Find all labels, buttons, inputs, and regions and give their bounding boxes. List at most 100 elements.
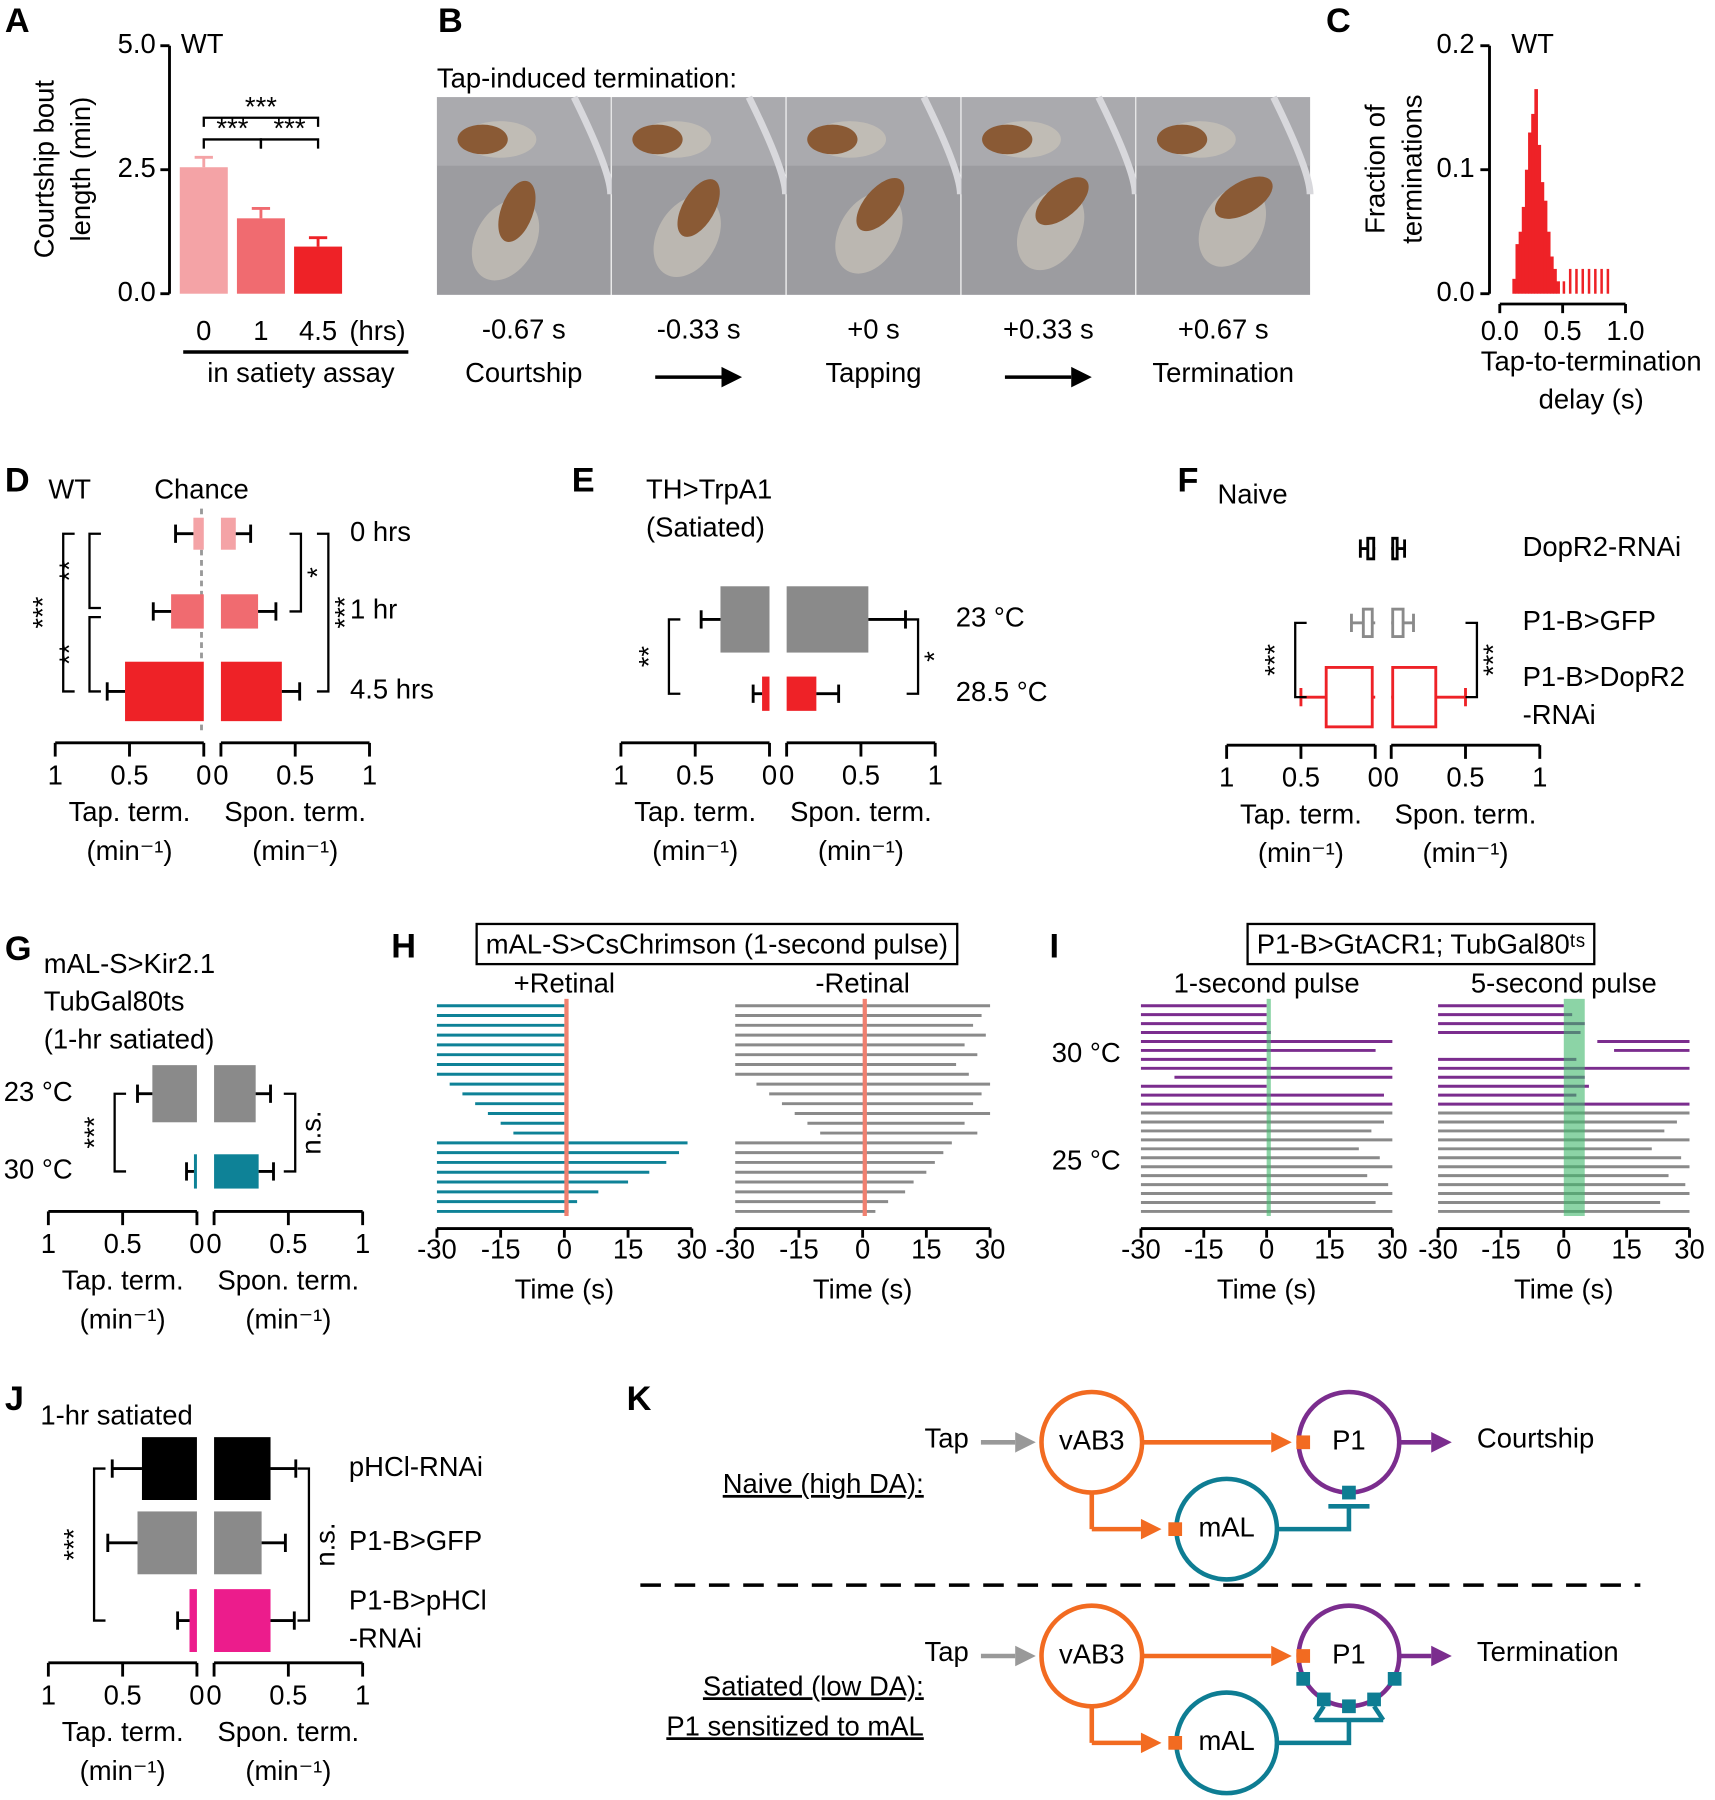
x-axis-label: Tap. term. — [62, 1716, 184, 1747]
category-label: 23 °C — [956, 602, 1025, 633]
arrow-head — [1015, 1432, 1036, 1453]
x-tick-label: -15 — [481, 1234, 521, 1265]
x-axis-label: Spon. term. — [218, 1265, 360, 1296]
x-tick-label: 15 — [1611, 1234, 1641, 1265]
chart-title: Naive — [1218, 478, 1288, 509]
x-axis-label: Tap. term. — [634, 796, 756, 827]
x-tick-label: 1 — [613, 759, 628, 790]
arrow-head — [1431, 1645, 1452, 1667]
x-tick-label: 0.5 — [104, 1679, 142, 1710]
x-tick-label: 1 — [928, 759, 943, 790]
category-label: P1-B>pHCl — [349, 1585, 487, 1616]
histogram-bar — [1524, 169, 1529, 294]
panel-letter: J — [5, 1380, 24, 1418]
neuron-label: mAL — [1198, 1511, 1254, 1542]
x-tick-label: 0.5 — [1544, 315, 1582, 346]
plot-label: 1-second pulse — [1174, 967, 1360, 998]
category-label: P1-B>GFP — [1523, 605, 1656, 636]
x-tick-label: 0 — [189, 1679, 204, 1710]
fly — [807, 124, 858, 155]
fly — [498, 180, 536, 242]
fly — [1214, 176, 1273, 219]
box — [1361, 607, 1374, 638]
y-axis-label: terminations — [1396, 95, 1427, 244]
frame-time: +0.33 s — [1003, 314, 1094, 345]
x-tick-label: 4.5 — [299, 315, 337, 346]
frame-time: -0.33 s — [657, 314, 741, 345]
histogram-bar — [1556, 281, 1560, 294]
x-axis-unit: (min⁻¹) — [245, 1755, 331, 1786]
synapse — [1316, 1692, 1331, 1707]
category-label: 23 °C — [4, 1076, 73, 1107]
arena-edge — [1095, 95, 1139, 195]
significance-label: *** — [27, 596, 58, 628]
box — [1366, 536, 1376, 561]
significance-bracket — [1294, 621, 1307, 699]
category-label: 28.5 °C — [956, 676, 1048, 707]
y-axis-label: Courtship bout — [28, 80, 59, 259]
panel-letter: K — [627, 1380, 652, 1418]
frame-label: Tapping — [825, 357, 921, 388]
x-axis-label: delay (s) — [1539, 383, 1644, 414]
histogram-bar — [1550, 256, 1554, 294]
bar — [220, 517, 236, 550]
panel-letter: D — [5, 461, 30, 499]
significance-label: * — [919, 651, 950, 662]
x-axis-unit: (min⁻¹) — [245, 1303, 331, 1334]
category-label: 0 hrs — [350, 516, 411, 547]
histogram-bar — [1587, 268, 1591, 294]
histogram-bar — [1534, 89, 1538, 294]
box — [1324, 666, 1374, 729]
x-axis-unit: (min⁻¹) — [80, 1303, 166, 1334]
synapse — [1342, 1699, 1356, 1714]
histogram-bar — [1546, 231, 1551, 294]
bar — [220, 594, 259, 629]
significance-label: *** — [245, 91, 277, 122]
frame-time: +0 s — [847, 314, 900, 345]
x-tick-label: 0 — [196, 759, 211, 790]
chart-title: WT — [48, 474, 91, 505]
x-axis-label: Time (s) — [1514, 1274, 1613, 1305]
stimulus — [862, 998, 867, 1216]
category-label: P1-B>GFP — [349, 1525, 482, 1556]
x-tick-label: 1 — [253, 315, 268, 346]
x-tick-label: 15 — [911, 1234, 941, 1265]
input-label: Tap — [925, 1422, 969, 1453]
arena-edge — [1270, 95, 1314, 195]
condition-label: P1 sensitized to mAL — [666, 1710, 923, 1741]
bar — [220, 661, 282, 722]
x-tick-label: 1.0 — [1606, 315, 1644, 346]
bar — [214, 1589, 271, 1652]
bar — [786, 586, 869, 653]
arrow-head — [1140, 1518, 1162, 1540]
x-axis-unit: (min⁻¹) — [652, 835, 738, 866]
category-label: 30 °C — [4, 1154, 73, 1185]
chart-title: mAL-S>Kir2.1 — [44, 948, 215, 979]
bar — [189, 1589, 197, 1652]
x-tick-label: 15 — [1314, 1234, 1344, 1265]
significance-bracket — [297, 1467, 311, 1622]
neuron-label: vAB3 — [1059, 1638, 1125, 1669]
fly — [677, 179, 720, 237]
stimulus — [1563, 998, 1585, 1216]
histogram-bar — [1512, 278, 1516, 294]
x-tick-label: -30 — [1121, 1234, 1161, 1265]
title-box — [1246, 922, 1596, 966]
significance-label: *** — [274, 113, 306, 144]
title-box — [475, 922, 959, 966]
x-axis-unit: (min⁻¹) — [80, 1755, 166, 1786]
y-tick-label: 2.5 — [118, 152, 156, 183]
x-tick-label: 30 — [1377, 1234, 1407, 1265]
histogram-bar — [1515, 244, 1520, 294]
x-tick-label: 0 — [1556, 1234, 1571, 1265]
x-tick-label: 0 — [762, 759, 777, 790]
input-label: Tap — [925, 1636, 969, 1667]
significance-bracket — [202, 116, 320, 127]
x-tick-label: 0.5 — [1446, 762, 1484, 793]
bar — [137, 1511, 197, 1575]
histogram-bar — [1540, 182, 1545, 294]
significance-label: *** — [58, 1528, 89, 1560]
chart-title: 1-hr satiated — [40, 1399, 192, 1430]
arena-edge — [920, 95, 964, 195]
significance-bracket — [667, 618, 681, 695]
